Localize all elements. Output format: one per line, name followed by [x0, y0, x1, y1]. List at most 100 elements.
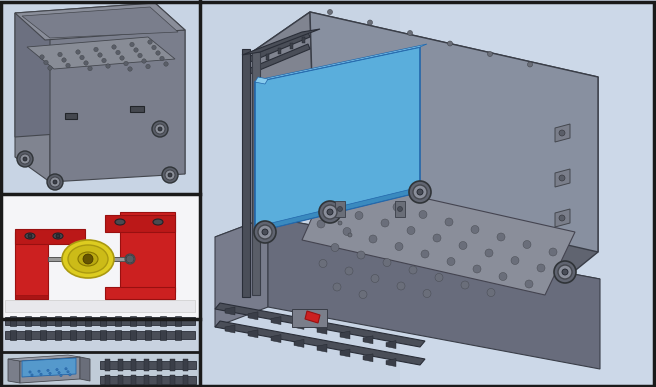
Polygon shape — [310, 12, 598, 252]
Bar — [278, 48, 281, 55]
Bar — [0, 353, 200, 387]
Bar — [145, 330, 151, 340]
Circle shape — [369, 235, 377, 243]
Circle shape — [331, 243, 339, 252]
Ellipse shape — [258, 225, 272, 239]
Circle shape — [128, 67, 133, 71]
Polygon shape — [255, 77, 268, 84]
Circle shape — [164, 62, 168, 66]
Circle shape — [29, 371, 31, 373]
Bar — [302, 37, 305, 43]
Polygon shape — [268, 217, 600, 369]
Ellipse shape — [78, 252, 98, 266]
Circle shape — [112, 45, 116, 49]
Circle shape — [407, 31, 413, 36]
Circle shape — [38, 370, 40, 372]
Circle shape — [333, 283, 341, 291]
Polygon shape — [225, 325, 235, 333]
Polygon shape — [15, 3, 185, 40]
Bar — [25, 316, 31, 326]
Circle shape — [527, 62, 533, 67]
Polygon shape — [363, 354, 373, 362]
Circle shape — [44, 60, 48, 65]
Circle shape — [40, 55, 44, 59]
Circle shape — [381, 219, 389, 227]
Polygon shape — [15, 232, 48, 299]
Bar — [145, 316, 151, 326]
Polygon shape — [248, 330, 258, 338]
Ellipse shape — [153, 219, 163, 225]
Circle shape — [409, 266, 417, 274]
Polygon shape — [248, 44, 310, 74]
Ellipse shape — [50, 177, 60, 187]
Circle shape — [142, 59, 146, 63]
Circle shape — [138, 53, 142, 58]
Polygon shape — [245, 12, 598, 119]
Polygon shape — [225, 307, 235, 315]
Bar — [40, 330, 46, 340]
Polygon shape — [22, 358, 76, 377]
Circle shape — [329, 204, 337, 212]
Circle shape — [102, 58, 106, 63]
Circle shape — [98, 53, 102, 57]
Circle shape — [447, 257, 455, 265]
Ellipse shape — [327, 209, 333, 215]
Polygon shape — [242, 29, 320, 55]
Bar — [100, 316, 106, 326]
Circle shape — [423, 289, 431, 298]
Circle shape — [67, 371, 69, 373]
Ellipse shape — [23, 157, 27, 161]
Circle shape — [69, 373, 72, 376]
Polygon shape — [20, 357, 80, 383]
Circle shape — [497, 233, 505, 241]
Bar — [70, 330, 76, 340]
Circle shape — [116, 50, 120, 55]
Polygon shape — [386, 341, 396, 349]
Polygon shape — [215, 303, 425, 347]
Ellipse shape — [168, 173, 172, 177]
Bar — [131, 375, 136, 386]
Polygon shape — [105, 287, 175, 299]
Polygon shape — [363, 336, 373, 344]
Circle shape — [473, 265, 481, 273]
Ellipse shape — [53, 180, 57, 184]
Circle shape — [56, 368, 58, 371]
Polygon shape — [15, 295, 48, 299]
Circle shape — [445, 218, 453, 226]
Circle shape — [337, 207, 342, 212]
Bar — [175, 330, 181, 340]
Circle shape — [447, 41, 453, 46]
Polygon shape — [555, 209, 570, 227]
Circle shape — [461, 281, 469, 289]
Circle shape — [559, 175, 565, 181]
Circle shape — [357, 251, 365, 259]
Ellipse shape — [68, 245, 108, 273]
Bar — [130, 106, 144, 112]
Circle shape — [152, 45, 156, 50]
Circle shape — [393, 203, 401, 211]
Ellipse shape — [413, 185, 427, 199]
Polygon shape — [340, 331, 350, 339]
Circle shape — [327, 10, 333, 14]
Bar — [170, 375, 175, 386]
Bar — [118, 375, 123, 386]
Bar — [335, 201, 345, 217]
Bar — [183, 375, 188, 386]
Bar — [40, 316, 46, 326]
Circle shape — [84, 61, 88, 65]
Circle shape — [49, 372, 51, 375]
Circle shape — [459, 241, 467, 250]
Polygon shape — [545, 77, 598, 295]
Circle shape — [80, 55, 84, 60]
Bar — [115, 330, 121, 340]
Bar — [130, 316, 136, 326]
Polygon shape — [105, 215, 175, 232]
Circle shape — [435, 274, 443, 281]
Circle shape — [487, 51, 493, 57]
Polygon shape — [155, 3, 185, 174]
Polygon shape — [248, 312, 258, 320]
Bar — [0, 353, 200, 387]
Bar — [200, 0, 656, 387]
Circle shape — [318, 197, 322, 201]
Circle shape — [58, 372, 60, 374]
